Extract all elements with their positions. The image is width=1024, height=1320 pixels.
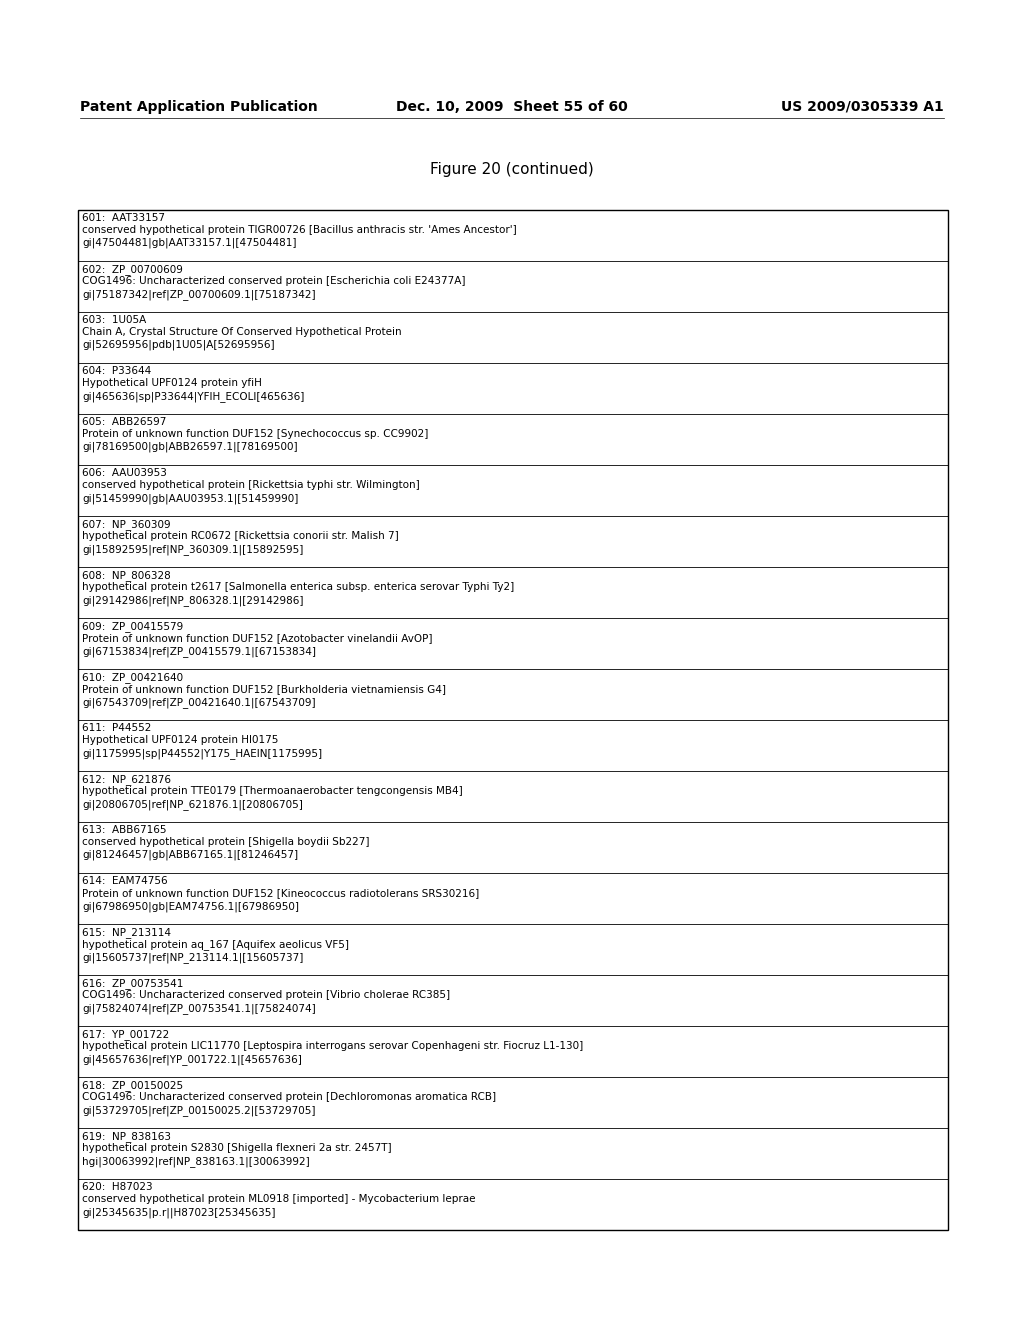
Text: conserved hypothetical protein ML0918 [imported] - Mycobacterium leprae: conserved hypothetical protein ML0918 [i… xyxy=(82,1195,475,1204)
Text: gi|67543709|ref|ZP_00421640.1|[67543709]: gi|67543709|ref|ZP_00421640.1|[67543709] xyxy=(82,697,315,708)
Text: conserved hypothetical protein TIGR00726 [Bacillus anthracis str. 'Ames Ancestor: conserved hypothetical protein TIGR00726… xyxy=(82,224,517,235)
Text: hypothetical protein S2830 [Shigella flexneri 2a str. 2457T]: hypothetical protein S2830 [Shigella fle… xyxy=(82,1143,391,1152)
Text: 609:  ZP_00415579: 609: ZP_00415579 xyxy=(82,620,183,632)
Text: 611:  P44552: 611: P44552 xyxy=(82,723,152,733)
Text: hypothetical protein TTE0179 [Thermoanaerobacter tengcongensis MB4]: hypothetical protein TTE0179 [Thermoanae… xyxy=(82,785,463,796)
Text: Protein of unknown function DUF152 [Burkholderia vietnamiensis G4]: Protein of unknown function DUF152 [Burk… xyxy=(82,684,446,694)
Text: gi|67986950|gb|EAM74756.1|[67986950]: gi|67986950|gb|EAM74756.1|[67986950] xyxy=(82,902,299,912)
Text: gi|15892595|ref|NP_360309.1|[15892595]: gi|15892595|ref|NP_360309.1|[15892595] xyxy=(82,544,303,554)
Text: hypothetical protein RC0672 [Rickettsia conorii str. Malish 7]: hypothetical protein RC0672 [Rickettsia … xyxy=(82,531,398,541)
Text: Protein of unknown function DUF152 [Kineococcus radiotolerans SRS30216]: Protein of unknown function DUF152 [Kine… xyxy=(82,888,479,898)
Text: 601:  AAT33157: 601: AAT33157 xyxy=(82,213,165,223)
Text: Patent Application Publication: Patent Application Publication xyxy=(80,100,317,114)
Text: COG1496: Uncharacterized conserved protein [Escherichia coli E24377A]: COG1496: Uncharacterized conserved prote… xyxy=(82,276,466,286)
Text: 608:  NP_806328: 608: NP_806328 xyxy=(82,570,171,581)
Text: hgi|30063992|ref|NP_838163.1|[30063992]: hgi|30063992|ref|NP_838163.1|[30063992] xyxy=(82,1156,309,1167)
Text: 610:  ZP_00421640: 610: ZP_00421640 xyxy=(82,672,183,682)
Text: 616:  ZP_00753541: 616: ZP_00753541 xyxy=(82,978,183,989)
Text: Chain A, Crystal Structure Of Conserved Hypothetical Protein: Chain A, Crystal Structure Of Conserved … xyxy=(82,327,401,337)
Text: hypothetical protein LIC11770 [Leptospira interrogans serovar Copenhageni str. F: hypothetical protein LIC11770 [Leptospir… xyxy=(82,1041,584,1051)
Text: 614:  EAM74756: 614: EAM74756 xyxy=(82,876,168,886)
Text: Hypothetical UPF0124 protein yfiH: Hypothetical UPF0124 protein yfiH xyxy=(82,378,262,388)
Text: gi|25345635|p.r||H87023[25345635]: gi|25345635|p.r||H87023[25345635] xyxy=(82,1206,275,1217)
Text: 604:  P33644: 604: P33644 xyxy=(82,366,152,376)
Text: gi|52695956|pdb|1U05|A[52695956]: gi|52695956|pdb|1U05|A[52695956] xyxy=(82,341,274,351)
Text: gi|1175995|sp|P44552|Y175_HAEIN[1175995]: gi|1175995|sp|P44552|Y175_HAEIN[1175995] xyxy=(82,748,323,759)
Text: Dec. 10, 2009  Sheet 55 of 60: Dec. 10, 2009 Sheet 55 of 60 xyxy=(396,100,628,114)
Text: 602:  ZP_00700609: 602: ZP_00700609 xyxy=(82,264,183,275)
Text: 615:  NP_213114: 615: NP_213114 xyxy=(82,927,171,939)
Text: Protein of unknown function DUF152 [Azotobacter vinelandii AvOP]: Protein of unknown function DUF152 [Azot… xyxy=(82,634,432,643)
Text: gi|78169500|gb|ABB26597.1|[78169500]: gi|78169500|gb|ABB26597.1|[78169500] xyxy=(82,442,298,453)
Text: gi|67153834|ref|ZP_00415579.1|[67153834]: gi|67153834|ref|ZP_00415579.1|[67153834] xyxy=(82,645,316,657)
Text: gi|20806705|ref|NP_621876.1|[20806705]: gi|20806705|ref|NP_621876.1|[20806705] xyxy=(82,799,303,810)
Text: gi|47504481|gb|AAT33157.1|[47504481]: gi|47504481|gb|AAT33157.1|[47504481] xyxy=(82,238,297,248)
Text: 620:  H87023: 620: H87023 xyxy=(82,1181,153,1192)
Text: COG1496: Uncharacterized conserved protein [Dechloromonas aromatica RCB]: COG1496: Uncharacterized conserved prote… xyxy=(82,1092,496,1102)
Text: 619:  NP_838163: 619: NP_838163 xyxy=(82,1131,171,1142)
Text: 607:  NP_360309: 607: NP_360309 xyxy=(82,519,171,529)
Text: conserved hypothetical protein [Rickettsia typhi str. Wilmington]: conserved hypothetical protein [Ricketts… xyxy=(82,480,420,490)
Text: 612:  NP_621876: 612: NP_621876 xyxy=(82,774,171,785)
Text: gi|51459990|gb|AAU03953.1|[51459990]: gi|51459990|gb|AAU03953.1|[51459990] xyxy=(82,492,298,503)
Text: 605:  ABB26597: 605: ABB26597 xyxy=(82,417,166,426)
Text: hypothetical protein aq_167 [Aquifex aeolicus VF5]: hypothetical protein aq_167 [Aquifex aeo… xyxy=(82,939,349,950)
Bar xyxy=(78,210,948,1230)
Text: 617:  YP_001722: 617: YP_001722 xyxy=(82,1030,169,1040)
Text: gi|75824074|ref|ZP_00753541.1|[75824074]: gi|75824074|ref|ZP_00753541.1|[75824074] xyxy=(82,1003,315,1014)
Text: 618:  ZP_00150025: 618: ZP_00150025 xyxy=(82,1080,183,1090)
Text: US 2009/0305339 A1: US 2009/0305339 A1 xyxy=(781,100,944,114)
Text: gi|81246457|gb|ABB67165.1|[81246457]: gi|81246457|gb|ABB67165.1|[81246457] xyxy=(82,850,298,861)
Text: Protein of unknown function DUF152 [Synechococcus sp. CC9902]: Protein of unknown function DUF152 [Syne… xyxy=(82,429,428,440)
Text: 603:  1U05A: 603: 1U05A xyxy=(82,315,146,325)
Text: gi|45657636|ref|YP_001722.1|[45657636]: gi|45657636|ref|YP_001722.1|[45657636] xyxy=(82,1053,302,1065)
Text: gi|465636|sp|P33644|YFIH_ECOLI[465636]: gi|465636|sp|P33644|YFIH_ECOLI[465636] xyxy=(82,391,304,401)
Text: gi|75187342|ref|ZP_00700609.1|[75187342]: gi|75187342|ref|ZP_00700609.1|[75187342] xyxy=(82,289,315,300)
Text: 613:  ABB67165: 613: ABB67165 xyxy=(82,825,167,836)
Text: 606:  AAU03953: 606: AAU03953 xyxy=(82,469,167,478)
Text: conserved hypothetical protein [Shigella boydii Sb227]: conserved hypothetical protein [Shigella… xyxy=(82,837,370,847)
Text: COG1496: Uncharacterized conserved protein [Vibrio cholerae RC385]: COG1496: Uncharacterized conserved prote… xyxy=(82,990,451,1001)
Text: hypothetical protein t2617 [Salmonella enterica subsp. enterica serovar Typhi Ty: hypothetical protein t2617 [Salmonella e… xyxy=(82,582,514,591)
Text: gi|53729705|ref|ZP_00150025.2|[53729705]: gi|53729705|ref|ZP_00150025.2|[53729705] xyxy=(82,1105,315,1115)
Text: gi|29142986|ref|NP_806328.1|[29142986]: gi|29142986|ref|NP_806328.1|[29142986] xyxy=(82,595,303,606)
Text: gi|15605737|ref|NP_213114.1|[15605737]: gi|15605737|ref|NP_213114.1|[15605737] xyxy=(82,952,303,962)
Text: Hypothetical UPF0124 protein HI0175: Hypothetical UPF0124 protein HI0175 xyxy=(82,735,279,744)
Text: Figure 20 (continued): Figure 20 (continued) xyxy=(430,162,594,177)
